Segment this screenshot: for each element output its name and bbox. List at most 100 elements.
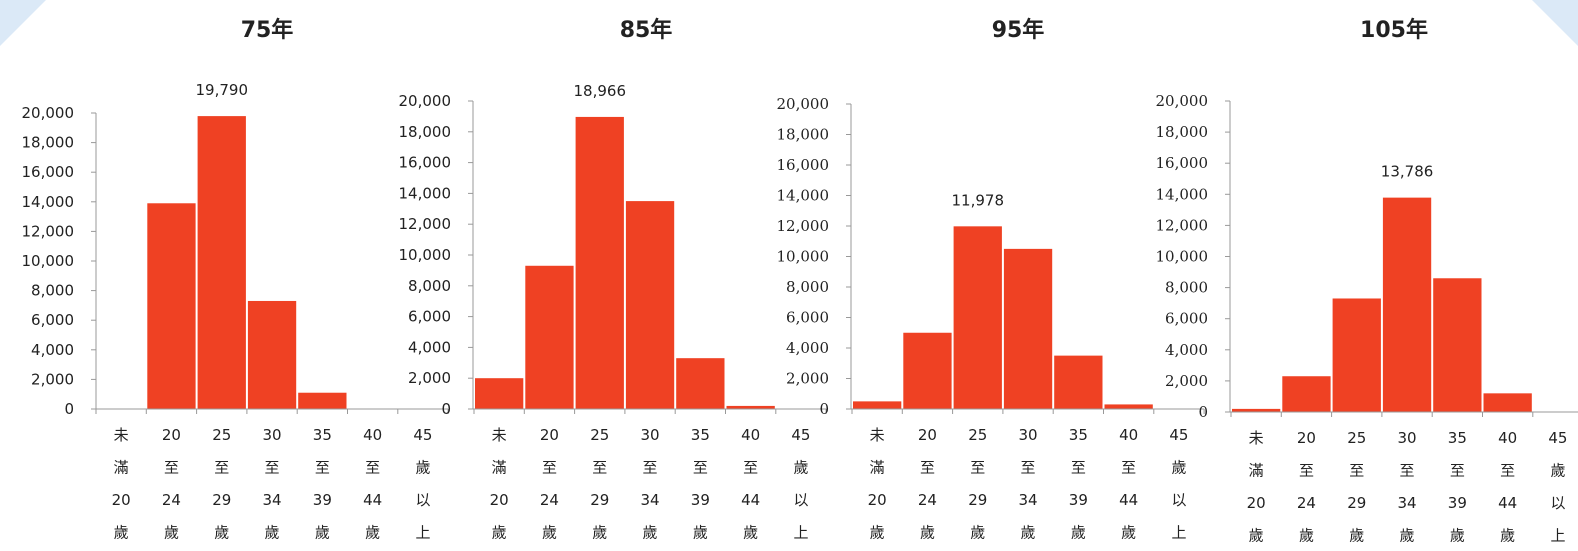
x-category-label: 20 <box>1247 494 1266 512</box>
x-category-label: 以 <box>793 491 808 509</box>
x-category-label: 25 <box>212 426 231 444</box>
x-category-label: 滿 <box>114 459 129 477</box>
bar <box>1054 355 1103 409</box>
x-category-label: 滿 <box>492 459 507 477</box>
x-category-label: 歲 <box>1249 527 1264 545</box>
x-category-label: 39 <box>1069 491 1088 509</box>
y-tick-label: 6,000 <box>31 311 74 329</box>
y-tick-label: 14,000 <box>399 184 452 202</box>
x-category-label: 歲 <box>1071 524 1086 542</box>
x-category-label: 歲 <box>693 524 708 542</box>
y-tick-label: 10,000 <box>22 252 75 270</box>
y-tick-label: 2,000 <box>408 369 451 387</box>
x-category-label: 35 <box>1448 429 1467 447</box>
x-category-label: 25 <box>968 426 987 444</box>
y-tick-label: 6,000 <box>786 309 829 327</box>
x-category-label: 歲 <box>793 459 808 477</box>
x-category-label: 歲 <box>415 459 430 477</box>
y-tick-label: 16,000 <box>1156 154 1209 172</box>
x-category-label: 至 <box>315 459 330 477</box>
x-category-label: 34 <box>1019 491 1038 509</box>
corner-decoration-left <box>0 0 46 46</box>
x-category-label: 至 <box>1500 462 1515 480</box>
x-category-label: 45 <box>1548 429 1567 447</box>
x-category-label: 歲 <box>1400 527 1415 545</box>
chart-title-95: 95年 <box>991 18 1045 43</box>
x-category-label: 歲 <box>1299 527 1314 545</box>
x-category-label: 45 <box>791 426 810 444</box>
x-category-label: 至 <box>365 459 380 477</box>
x-category-label: 未 <box>114 426 129 444</box>
bar <box>903 332 952 409</box>
y-tick-label: 8,000 <box>786 278 829 296</box>
x-category-label: 至 <box>1121 459 1136 477</box>
bar <box>147 203 196 409</box>
x-category-label: 20 <box>868 491 887 509</box>
bar <box>1282 376 1331 412</box>
x-category-label: 24 <box>1297 494 1316 512</box>
y-tick-label: 0 <box>819 400 829 418</box>
x-category-label: 未 <box>1249 429 1264 447</box>
x-category-label: 歲 <box>1349 527 1364 545</box>
y-tick-label: 10,000 <box>1156 248 1209 266</box>
y-tick-label: 2,000 <box>31 370 74 388</box>
chart-title-85: 85年 <box>619 18 673 43</box>
x-category-label: 44 <box>741 491 760 509</box>
bar <box>1104 404 1153 409</box>
y-tick-label: 14,000 <box>777 187 830 205</box>
y-tick-label: 20,000 <box>399 92 452 110</box>
x-category-label: 20 <box>540 426 559 444</box>
x-category-label: 滿 <box>1249 462 1264 480</box>
x-category-label: 34 <box>641 491 660 509</box>
bar <box>525 265 574 409</box>
y-tick-label: 4,000 <box>786 339 829 357</box>
bar <box>247 300 297 409</box>
y-tick-label: 20,000 <box>1156 92 1209 110</box>
x-category-label: 上 <box>1550 527 1565 545</box>
x-category-label: 至 <box>1299 462 1314 480</box>
x-category-label: 39 <box>313 491 332 509</box>
chart-title-75: 75年 <box>240 18 294 43</box>
x-category-label: 歲 <box>214 524 229 542</box>
y-tick-label: 4,000 <box>1165 341 1208 359</box>
x-category-label: 歲 <box>1171 459 1186 477</box>
y-tick-label: 18,000 <box>399 123 452 141</box>
x-category-label: 歲 <box>870 524 885 542</box>
x-category-label: 40 <box>741 426 760 444</box>
y-tick-label: 6,000 <box>408 308 451 326</box>
x-category-label: 至 <box>643 459 658 477</box>
y-tick-label: 0 <box>441 400 451 418</box>
x-category-label: 20 <box>162 426 181 444</box>
x-category-label: 歲 <box>1021 524 1036 542</box>
x-category-label: 上 <box>793 524 808 542</box>
x-category-label: 25 <box>1347 429 1366 447</box>
x-category-label: 以 <box>415 491 430 509</box>
bar <box>676 358 725 409</box>
x-category-label: 至 <box>693 459 708 477</box>
x-category-label: 至 <box>1450 462 1465 480</box>
data-label: 18,966 <box>574 82 627 100</box>
x-category-label: 35 <box>313 426 332 444</box>
x-category-label: 歲 <box>265 524 280 542</box>
chart-title-105: 105年 <box>1360 18 1428 43</box>
x-category-label: 40 <box>363 426 382 444</box>
x-category-label: 40 <box>1119 426 1138 444</box>
x-category-label: 24 <box>918 491 937 509</box>
x-category-label: 44 <box>363 491 382 509</box>
x-category-label: 歲 <box>315 524 330 542</box>
x-category-label: 35 <box>691 426 710 444</box>
x-category-label: 29 <box>1347 494 1366 512</box>
x-category-label: 上 <box>1171 524 1186 542</box>
x-category-label: 30 <box>1398 429 1417 447</box>
y-tick-label: 8,000 <box>31 282 74 300</box>
y-tick-label: 8,000 <box>1165 279 1208 297</box>
x-category-label: 歲 <box>643 524 658 542</box>
x-category-label: 未 <box>870 426 885 444</box>
data-label: 11,978 <box>952 191 1005 209</box>
x-category-label: 34 <box>263 491 282 509</box>
x-category-label: 44 <box>1119 491 1138 509</box>
corner-decoration-right <box>1532 0 1578 46</box>
y-tick-label: 20,000 <box>777 95 830 113</box>
x-category-label: 歲 <box>365 524 380 542</box>
